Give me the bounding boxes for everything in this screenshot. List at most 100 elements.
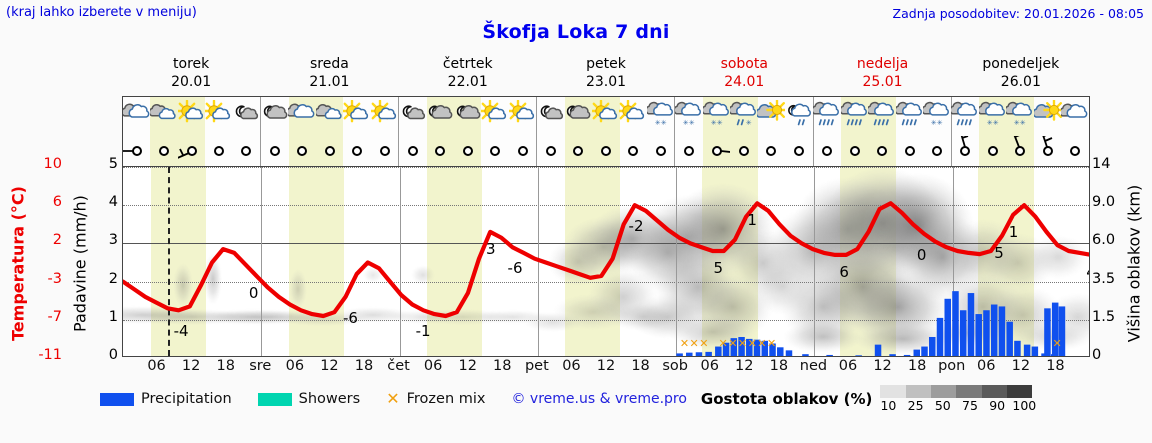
day-date: 20.01 [171, 74, 212, 90]
svg-text:✳: ✳ [931, 119, 937, 127]
x-tick-label: 06 [423, 358, 443, 374]
cloud-tick-label: 9.0 [1092, 194, 1116, 211]
chart-canvas: ✕✕✕✕✕✕✕✕✕✕ -40-1-63-6-25160514 [122, 166, 1090, 357]
day-header-row: torek 20.01 sreda 21.01 četrtek 22.01 petek 23.… [122, 55, 1090, 93]
weather-icon-cell [591, 97, 620, 136]
wind-barb-icon [407, 146, 418, 156]
x-axis-tick-labels: 06 12 18 sre 06 12 18 čet 06 12 18 pet 06 12 18 sob 06 12… [122, 358, 1090, 380]
moon-cloud-icon [567, 105, 591, 119]
cloudy-snow-icon: ✳ ✳ [922, 101, 949, 127]
density-value-label: 50 [934, 398, 951, 413]
cloud-density-layer [123, 167, 1089, 356]
cloudy-snow-icon: ✳ ✳ [675, 101, 702, 127]
temperature-value-label: 4 [1086, 263, 1089, 281]
wind-barb-icon [655, 146, 666, 156]
weather-icon-cell [508, 97, 536, 136]
weather-icon-cell [426, 97, 455, 136]
legend-item-frozen-mix: ✕ Frozen mix [386, 391, 486, 408]
day-header-cell: torek 20.01 [122, 55, 260, 93]
weather-icon-cell: ✳ ✳ [922, 97, 950, 136]
day-name: sobota [720, 56, 768, 72]
cloud-tick-label: 14 [1092, 156, 1111, 172]
x-tick-label: sob [662, 358, 688, 374]
sunny-icon [343, 100, 369, 123]
x-tick-label: 18 [769, 358, 789, 374]
legend-item-showers: Showers [257, 391, 361, 407]
weather-icon-cell [454, 97, 482, 136]
weather-icon-cell [288, 97, 316, 136]
svg-text:✕: ✕ [748, 337, 757, 350]
density-segment [956, 385, 982, 398]
wind-barb-icon [435, 146, 446, 156]
wind-barb-icon [738, 146, 749, 156]
day-date: 25.01 [862, 74, 903, 90]
moon-cloud-icon [263, 105, 288, 119]
temperature-tick-label: -7 [47, 308, 62, 325]
svg-text:✳: ✳ [716, 119, 722, 127]
horizontal-gridline [123, 167, 1089, 168]
precipitation-tick-label: 5 [108, 156, 118, 172]
x-tick-label: 12 [873, 358, 892, 374]
weather-icon-cell [536, 97, 564, 136]
cloudy-icon [123, 103, 150, 118]
wind-barb-icon [849, 146, 860, 156]
wind-barb-icon [793, 146, 804, 156]
cloud-tick-label: 6.0 [1092, 232, 1116, 249]
x-tick-label: 12 [181, 358, 201, 374]
weather-icon-cell [785, 97, 812, 136]
weather-icon-cell [260, 97, 288, 136]
density-value-label: 100 [1012, 398, 1037, 413]
day-header-cell: nedelja 25.01 [813, 55, 951, 93]
density-value-label: 25 [907, 398, 924, 413]
sunny-icon [481, 100, 507, 123]
cloudy-rain-icon [813, 101, 840, 126]
wind-barb-cell [592, 136, 620, 166]
weather-icon-cell [1061, 97, 1088, 136]
cloud-density-scale: 10 25 50 75 90 100 [880, 385, 1037, 413]
day-name: četrtek [442, 56, 493, 72]
partly-cloudy-night-icon [402, 105, 425, 120]
weather-icon-cell [619, 97, 647, 136]
legend-label-frozen-mix: Frozen mix [406, 391, 486, 407]
weather-icon-cell [868, 97, 896, 136]
temperature-tick-label: 10 [43, 156, 62, 172]
legend-label-precipitation: Precipitation [141, 391, 232, 407]
wind-barb-cell [260, 136, 288, 166]
svg-text:✳: ✳ [689, 119, 695, 127]
wind-barb-icon [177, 146, 197, 159]
sunny-cloud-icon [757, 100, 786, 121]
copyright-text[interactable]: © vreme.us & vreme.pro [511, 391, 687, 407]
wind-barb-cell [509, 136, 536, 166]
x-tick-label: 18 [631, 358, 650, 374]
wind-barb-cell [343, 136, 370, 166]
partly-cloudy-icon [150, 104, 176, 120]
cloud-tick-label: 3.5 [1092, 270, 1116, 287]
wind-barb-icon [546, 146, 557, 156]
weather-icon-cell [812, 97, 841, 136]
weather-icon-cell [950, 97, 979, 136]
legend-label-showers: Showers [298, 391, 361, 407]
weather-icon-cell: ✳ [729, 97, 758, 136]
wind-barb-icon [1070, 146, 1081, 156]
weather-icon-cell [123, 97, 150, 136]
x-tick-label: 12 [1011, 358, 1031, 374]
partly-cloudy-night-icon [540, 105, 564, 120]
svg-text:✕: ✕ [699, 337, 708, 350]
day-name: petek [586, 56, 626, 72]
cloud-density-legend-title: Gostota oblakov (%) [700, 390, 873, 408]
temperature-tick-label: 2 [52, 232, 62, 249]
wind-barb-icon [324, 146, 335, 156]
wind-barb-cell [702, 136, 731, 166]
wind-barb-cell [979, 136, 1007, 166]
weather-icon-cell [481, 97, 508, 136]
wind-barb-cell [150, 136, 178, 166]
temperature-value-label: -6 [342, 308, 358, 327]
wind-barb-cell [674, 136, 702, 166]
weather-icon-cell [564, 97, 593, 136]
day-date: 23.01 [585, 74, 627, 90]
weather-icon-cell [1033, 97, 1062, 136]
day-name: torek [173, 56, 210, 72]
x-tick-label: 18 [1046, 358, 1065, 374]
day-date: 22.01 [447, 74, 488, 90]
temperature-tick-label: 6 [52, 194, 62, 211]
